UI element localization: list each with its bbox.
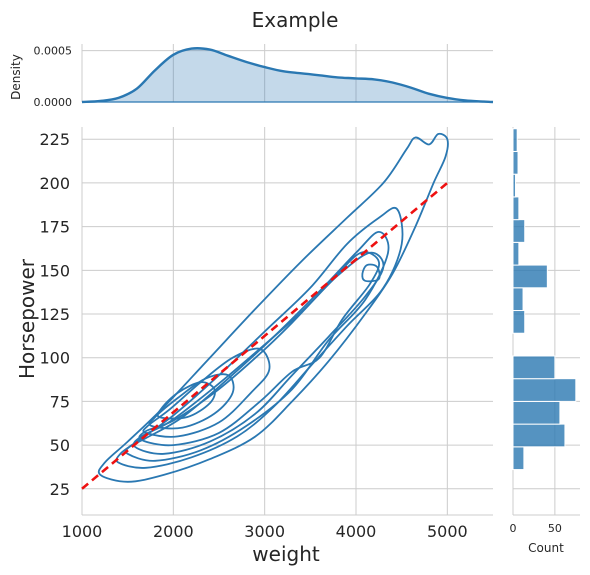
top-kde-panel: 0.0000 0.0005	[34, 44, 494, 109]
histogram-bar-3	[512, 378, 577, 402]
joint-kde-panel: 1000 2000 3000 4000 5000 25 50 75 100 125 150 175 20…	[39, 127, 493, 541]
x-tick-label-4: 5000	[427, 522, 468, 541]
kde-contour-2	[124, 230, 390, 462]
right-x-tick-label-0: 0	[510, 522, 517, 535]
y-tick-label-5: 150	[39, 261, 70, 280]
histogram-bar-7	[512, 287, 524, 312]
y-axis-label: Horsepower	[15, 258, 39, 379]
x-tick-label-3: 4000	[336, 522, 377, 541]
histogram-bar-6	[512, 310, 526, 334]
histogram-bar-4	[512, 355, 556, 380]
y-tick-label-1: 50	[50, 436, 70, 455]
histogram-bar-8	[512, 264, 548, 289]
top-kde-line	[81, 47, 494, 104]
histogram-bar-1	[512, 423, 566, 448]
kde-contour-5	[142, 347, 271, 438]
kde-contour-7	[156, 381, 216, 420]
x-tick-label-1: 2000	[153, 522, 194, 541]
histogram-bar-12	[512, 173, 517, 198]
histogram-bar-0	[512, 446, 525, 471]
histogram-bar-14	[512, 128, 518, 152]
right-histogram-panel: 0 50	[510, 127, 580, 535]
histogram-bar-2	[512, 400, 561, 425]
x-tick-label-0: 1000	[62, 522, 103, 541]
y-tick-label-8: 225	[39, 130, 70, 149]
regression-line	[81, 181, 449, 490]
y-tick-label-7: 200	[39, 174, 70, 193]
kde-contour-8	[361, 263, 381, 283]
histogram-bar-10	[512, 219, 526, 243]
y-tick-label-6: 175	[39, 218, 70, 237]
kde-contour-4	[138, 251, 381, 447]
top-kde-fill	[82, 48, 493, 102]
kde-contour-3	[132, 251, 385, 455]
y-tick-label-3: 100	[39, 349, 70, 368]
top-y-tick-label-1: 0.0005	[34, 45, 73, 58]
histogram-bar-9	[512, 241, 520, 266]
chart-title: Example	[252, 8, 339, 32]
top-y-tick-label-0: 0.0000	[34, 96, 73, 109]
x-axis-label: weight	[252, 542, 320, 566]
top-panel-y-label: Density	[9, 54, 23, 100]
histogram-bar-13	[512, 150, 519, 175]
y-tick-label-4: 125	[39, 305, 70, 324]
kde-contour-1	[115, 206, 404, 469]
kde-contour-6	[148, 373, 235, 430]
y-tick-label-0: 25	[50, 480, 70, 499]
x-tick-label-2: 3000	[244, 522, 285, 541]
right-panel-x-label: Count	[528, 541, 564, 555]
y-tick-label-2: 75	[50, 392, 70, 411]
kde-contour-0	[97, 132, 449, 483]
right-x-tick-label-1: 50	[548, 522, 562, 535]
histogram-bar-11	[512, 196, 520, 221]
